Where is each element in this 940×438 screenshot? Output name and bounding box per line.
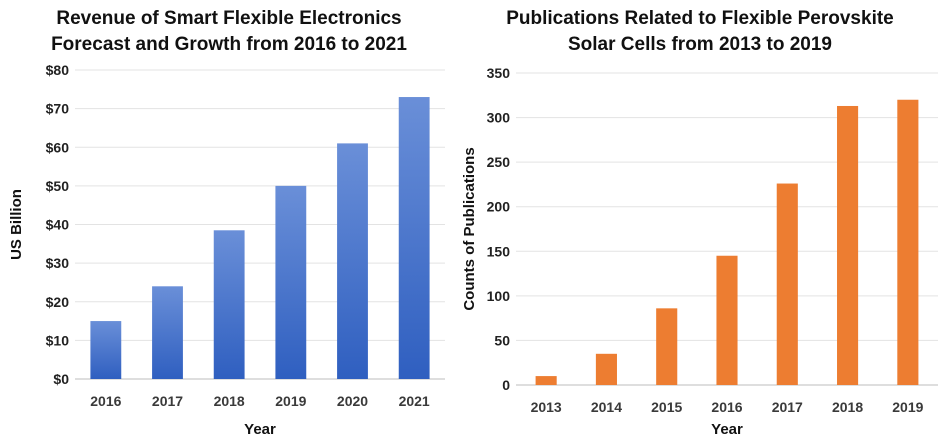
y-tick-label: $40: [46, 217, 70, 233]
chart-title: Publications Related to Flexible Perovsk…: [460, 6, 940, 58]
bar-2019: [897, 99, 919, 385]
y-tick-label: 350: [487, 65, 511, 81]
bar-2015: [656, 308, 678, 385]
x-axis-title: Year: [244, 421, 276, 438]
x-tick-label: 2019: [275, 393, 306, 409]
y-tick-label: 50: [494, 332, 510, 348]
x-tick-label: 2017: [772, 399, 803, 415]
bar-2020: [337, 143, 368, 379]
bar-2018: [213, 230, 245, 379]
revenue-chart-panel: Revenue of Smart Flexible Electronics Fo…: [0, 0, 458, 438]
x-tick-label: 2016: [711, 399, 742, 415]
y-tick-label: 100: [487, 288, 511, 304]
bar-2016: [90, 321, 122, 379]
bar-2017: [776, 183, 798, 385]
bar-2018: [837, 105, 859, 386]
x-tick-label: 2014: [591, 399, 622, 415]
x-tick-label: 2016: [90, 393, 121, 409]
x-axis-title: Year: [711, 421, 743, 438]
y-tick-label: $80: [46, 62, 70, 78]
x-tick-label: 2019: [892, 399, 923, 415]
bar-2016: [716, 255, 738, 385]
y-tick-label: 300: [487, 110, 511, 126]
x-tick-label: 2013: [531, 399, 562, 415]
y-tick-label: 150: [487, 243, 511, 259]
x-tick-label: 2021: [399, 393, 430, 409]
x-tick-label: 2020: [337, 393, 368, 409]
revenue-bar-chart: $0 $10 $20 $30 $40 $50 $60 $70 $80 2016 2017 2018 20…: [8, 62, 445, 438]
y-tick-label: 250: [487, 154, 511, 170]
chart-title-line-1: Revenue of Smart Flexible Electronics: [56, 8, 402, 29]
y-tick-label: $0: [53, 371, 69, 387]
y-tick-label: $20: [46, 294, 70, 310]
publications-chart-panel: Publications Related to Flexible Perovsk…: [460, 0, 940, 438]
y-tick-label: $50: [46, 178, 70, 194]
bar-2019: [275, 185, 307, 379]
y-tick-label: $30: [46, 255, 70, 271]
chart-title-line-1: Publications Related to Flexible Perovsk…: [506, 8, 894, 29]
y-axis-title: Counts of Publications: [461, 147, 478, 310]
y-tick-label: $10: [46, 332, 70, 348]
y-tick-label: $70: [46, 101, 70, 117]
y-axis-title: US Billion: [8, 189, 25, 260]
bar-2014: [595, 353, 617, 385]
y-tick-label: 0: [502, 377, 510, 393]
chart-title-line-2: Forecast and Growth from 2016 to 2021: [51, 34, 407, 55]
chart-title: Revenue of Smart Flexible Electronics Fo…: [0, 6, 458, 58]
x-tick-label: 2018: [832, 399, 863, 415]
y-tick-label: $60: [46, 139, 70, 155]
bar-2017: [152, 286, 183, 379]
x-tick-label: 2017: [152, 393, 183, 409]
chart-title-line-2: Solar Cells from 2013 to 2019: [567, 34, 832, 55]
x-tick-label: 2015: [651, 399, 682, 415]
bar-2013: [535, 376, 557, 385]
y-tick-label: 200: [487, 199, 511, 215]
bar-2021: [398, 97, 430, 379]
publications-bar-chart: 0 50 100 150 200 250 300 350 2013 2014 2015 2016 201…: [461, 65, 938, 438]
x-tick-label: 2018: [214, 393, 245, 409]
